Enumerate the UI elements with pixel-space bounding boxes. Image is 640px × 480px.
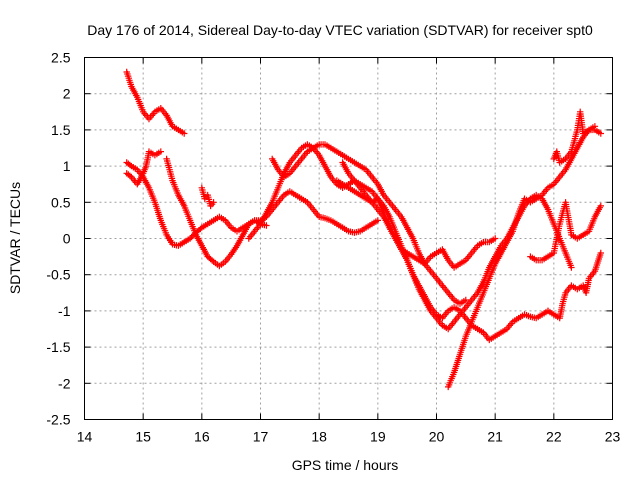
series-arc-7 bbox=[269, 141, 469, 307]
data-point-markers bbox=[163, 155, 381, 270]
x-tick-label: 21 bbox=[487, 429, 503, 445]
chart-title: Day 176 of 2014, Sidereal Day-to-day VTE… bbox=[87, 22, 593, 38]
y-tick-label: 0 bbox=[63, 231, 71, 247]
data-point-markers bbox=[550, 108, 604, 166]
data-point-markers bbox=[269, 141, 469, 307]
series-arc-10 bbox=[445, 123, 599, 391]
y-tick-label: -0.5 bbox=[46, 267, 70, 283]
x-tick-label: 17 bbox=[253, 429, 269, 445]
series-arc-3 bbox=[123, 148, 164, 188]
series-arc-1 bbox=[123, 68, 188, 137]
y-tick-label: 1.5 bbox=[51, 122, 71, 138]
plot-frame bbox=[84, 57, 613, 420]
y-tick-label: -2.5 bbox=[46, 412, 70, 428]
data-point-markers bbox=[527, 199, 604, 264]
data-point-markers bbox=[198, 184, 217, 210]
y-tick-label: 1 bbox=[63, 158, 71, 174]
data-point-markers bbox=[333, 177, 575, 333]
y-axis-label: SDTVAR / TECUs bbox=[7, 182, 23, 294]
x-tick-label: 15 bbox=[135, 429, 151, 445]
x-axis-label: GPS time / hours bbox=[292, 457, 399, 473]
y-tick-label: -1.5 bbox=[46, 339, 70, 355]
x-tick-label: 14 bbox=[77, 429, 93, 445]
series-arc-11 bbox=[527, 199, 604, 264]
plot-area bbox=[123, 68, 604, 391]
x-tick-label: 20 bbox=[429, 429, 445, 445]
x-tick-label: 22 bbox=[546, 429, 562, 445]
series-arc-12 bbox=[544, 249, 604, 322]
series-arc-5 bbox=[198, 184, 217, 210]
data-point-markers bbox=[544, 249, 604, 322]
data-point-markers bbox=[445, 123, 599, 391]
axis-ticks: 14 15 16 17 18 19 20 21 22 23 2.5 2 1.5 1 0.5 0 -0.5 -1 -1… bbox=[46, 50, 620, 445]
series-arc-4 bbox=[163, 155, 381, 270]
data-point-markers bbox=[123, 68, 188, 137]
x-tick-label: 19 bbox=[370, 429, 386, 445]
series-arc-9 bbox=[333, 177, 575, 333]
y-tick-label: 2.5 bbox=[51, 50, 71, 66]
x-tick-label: 18 bbox=[311, 429, 327, 445]
y-tick-label: 2 bbox=[63, 86, 71, 102]
series-arc-13 bbox=[550, 108, 604, 166]
x-tick-label: 23 bbox=[605, 429, 621, 445]
x-tick-label: 16 bbox=[194, 429, 210, 445]
data-point-markers bbox=[123, 148, 164, 188]
y-tick-label: -2 bbox=[58, 375, 71, 391]
y-tick-label: -1 bbox=[58, 303, 71, 319]
y-tick-label: 0.5 bbox=[51, 194, 71, 210]
